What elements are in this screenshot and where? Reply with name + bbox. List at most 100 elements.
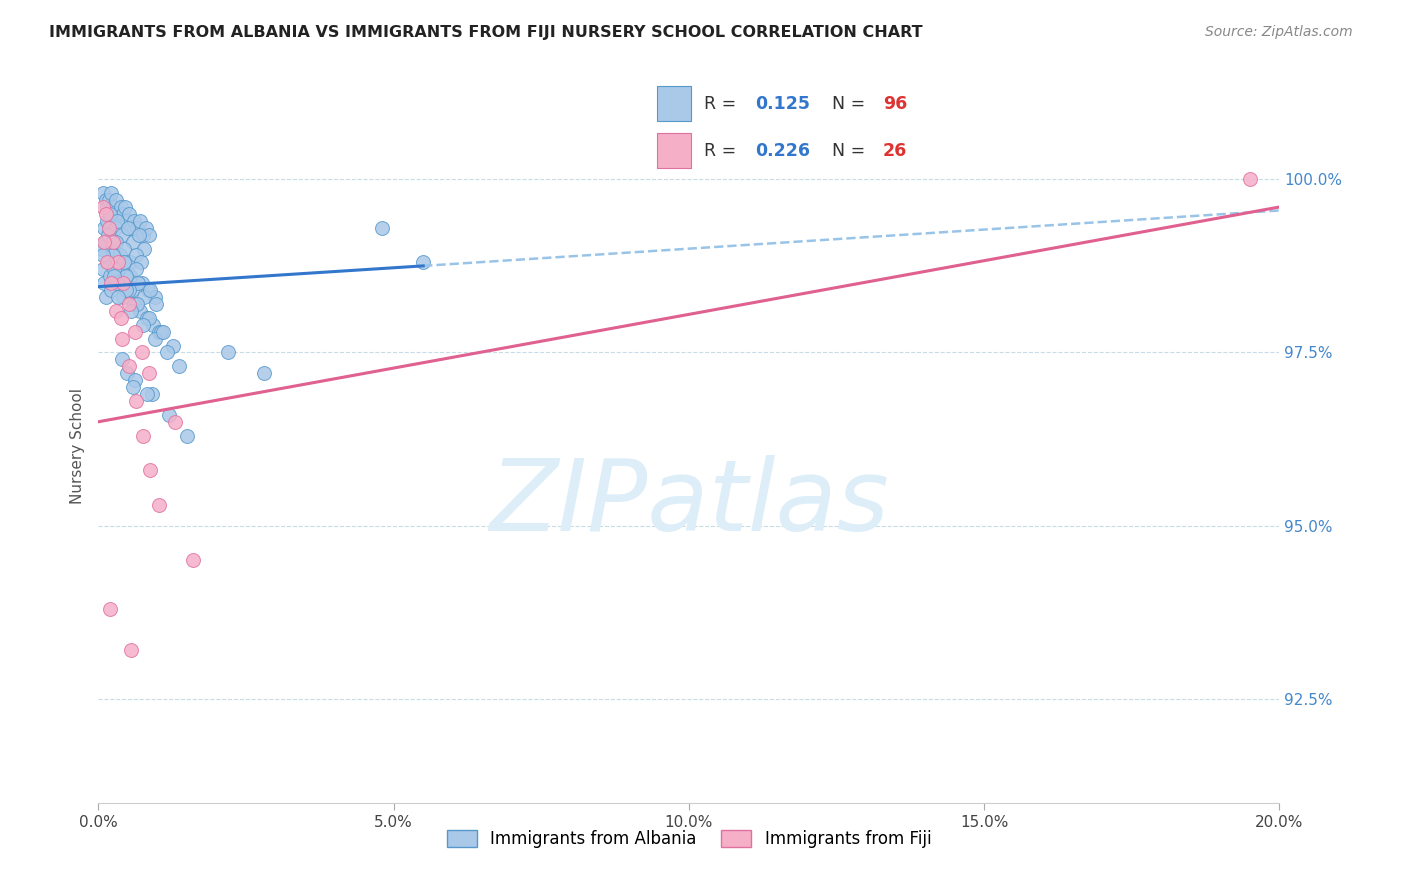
Point [110, 276, 132, 290]
Point [121, 304, 143, 318]
Point [124, 248, 146, 262]
Point [1239, 172, 1261, 186]
Point [145, 297, 167, 311]
Point [136, 283, 159, 297]
Point [101, 248, 124, 262]
Point [103, 262, 125, 277]
Point [181, 553, 204, 567]
Point [132, 227, 155, 242]
Point [112, 276, 135, 290]
Point [103, 235, 125, 249]
Point [94, 290, 117, 304]
Text: IMMIGRANTS FROM ALBANIA VS IMMIGRANTS FROM FIJI NURSERY SCHOOL CORRELATION CHART: IMMIGRANTS FROM ALBANIA VS IMMIGRANTS FR… [49, 25, 922, 40]
Text: N =: N = [832, 95, 872, 112]
Point [217, 345, 239, 359]
Point [124, 394, 146, 409]
Point [150, 325, 173, 339]
Point [101, 242, 124, 256]
Point [104, 235, 127, 249]
Point [118, 207, 141, 221]
Point [91, 186, 114, 201]
Point [96, 214, 118, 228]
Point [157, 408, 180, 422]
Point [115, 269, 138, 284]
Point [142, 318, 165, 332]
Text: 0.125: 0.125 [755, 95, 810, 112]
Point [114, 200, 136, 214]
Point [139, 283, 162, 297]
Point [111, 352, 134, 367]
Point [114, 283, 136, 297]
Point [97, 227, 120, 242]
Point [129, 255, 152, 269]
Point [117, 359, 139, 374]
Point [176, 428, 198, 442]
Point [100, 186, 122, 201]
Point [152, 325, 174, 339]
Point [105, 304, 128, 318]
Point [143, 332, 166, 346]
Point [135, 387, 157, 401]
Point [103, 269, 125, 284]
Point [165, 415, 187, 429]
Point [132, 428, 155, 442]
Text: N =: N = [832, 142, 872, 160]
Point [121, 235, 143, 249]
Point [112, 242, 135, 256]
Point [134, 242, 156, 256]
Point [124, 297, 146, 311]
Point [98, 269, 121, 284]
Point [100, 283, 122, 297]
Point [120, 643, 142, 657]
Point [148, 325, 170, 339]
Point [115, 366, 138, 380]
Point [124, 325, 146, 339]
Point [98, 602, 121, 616]
Point [124, 373, 146, 387]
Point [138, 366, 160, 380]
FancyBboxPatch shape [657, 133, 690, 168]
Text: Source: ZipAtlas.com: Source: ZipAtlas.com [1205, 25, 1353, 39]
Point [111, 332, 134, 346]
Point [108, 248, 131, 262]
Point [135, 220, 157, 235]
Point [105, 193, 128, 207]
Point [94, 193, 117, 207]
Point [120, 269, 142, 284]
Text: 26: 26 [883, 142, 907, 160]
Point [96, 255, 118, 269]
Point [131, 276, 153, 290]
Point [112, 207, 135, 221]
Text: 0.226: 0.226 [755, 142, 810, 160]
Point [112, 255, 135, 269]
Point [156, 345, 179, 359]
Point [128, 214, 150, 228]
Point [110, 200, 132, 214]
Point [125, 220, 148, 235]
Point [253, 366, 276, 380]
Point [115, 214, 138, 228]
Text: 96: 96 [883, 95, 907, 112]
Point [105, 276, 128, 290]
Point [135, 310, 157, 325]
Point [103, 200, 125, 214]
Point [125, 262, 148, 277]
Point [131, 345, 153, 359]
Legend: Immigrants from Albania, Immigrants from Fiji: Immigrants from Albania, Immigrants from… [440, 823, 938, 855]
Point [91, 262, 114, 277]
Point [132, 290, 155, 304]
Point [139, 463, 162, 477]
Point [100, 276, 122, 290]
Point [143, 290, 166, 304]
Point [105, 214, 128, 228]
Point [93, 235, 115, 249]
Point [91, 242, 114, 256]
Point [122, 214, 145, 228]
Point [107, 255, 129, 269]
Point [107, 262, 129, 277]
Text: R =: R = [704, 95, 742, 112]
Point [118, 297, 141, 311]
Point [94, 235, 117, 249]
Point [167, 359, 190, 374]
Point [138, 227, 160, 242]
